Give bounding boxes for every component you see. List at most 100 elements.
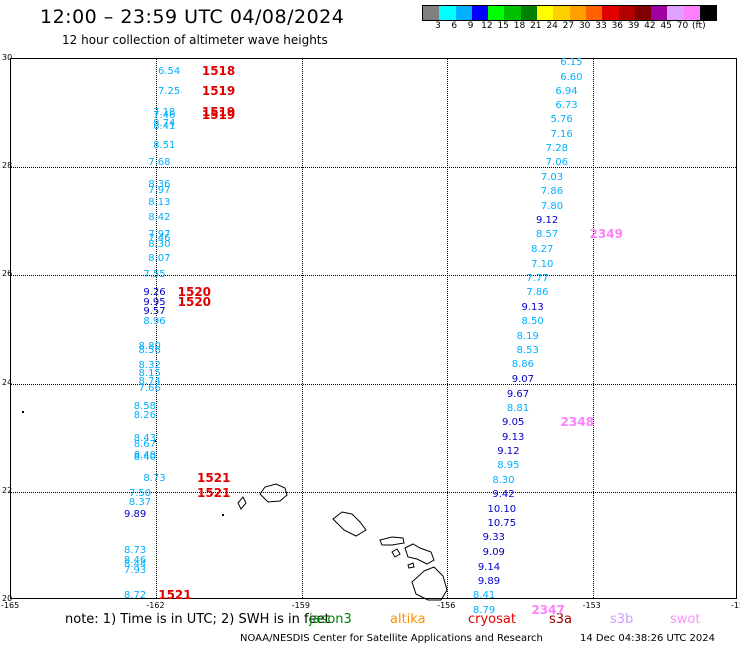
wave-height-value: 8.46 [124,555,147,567]
kahoolawe-island [407,562,415,569]
latitude-gridline [11,275,736,277]
legend-label: 15 [497,21,509,31]
wave-height-value: 8.74 [138,375,161,387]
pass-time-label: 1520 [177,285,212,300]
wave-height-value: 9.26 [143,287,166,299]
legend-swatch [553,6,570,20]
wave-height-value: 9.33 [482,532,505,544]
legend-swatch [700,6,717,20]
wave-height-value: 8.80 [138,341,161,353]
wave-height-value: 8.81 [506,402,530,414]
legend-label: (ft) [692,21,706,31]
pass-time-label: 2347 [531,602,565,617]
pass-time-label: 1519 [201,108,236,123]
wave-height-value: 10.10 [487,503,517,515]
map-subtitle: 12 hour collection of altimeter wave hei… [62,33,328,47]
footer-timestamp: 14 Dec 04:38:26 UTC 2024 [580,633,715,644]
legend-swatch [504,6,521,20]
wave-height-value: 8.40 [133,452,156,464]
latitude-gridline [11,491,736,493]
wave-height-value: 7.68 [148,157,171,169]
wave-height-value: 8.58 [133,400,156,412]
longitude-label: -156 [437,601,456,610]
latitude-label: 22 [2,485,13,495]
legend-label: 3 [435,21,441,31]
wave-height-value: 8.95 [497,460,520,472]
legend-label: 36 [611,21,624,31]
wave-height-value: 9.67 [506,388,530,400]
note-satellite-s3b: s3b [610,612,634,627]
wave-height-value: 8.32 [138,360,161,372]
legend-label: 24 [546,21,558,31]
legend-label: 39 [627,21,640,31]
pass-time-label: 1519 [201,105,236,120]
wave-height-value: 8.67 [133,438,156,450]
longitude-label: -165 [1,601,20,610]
legend-label: 9 [467,21,474,31]
kauai-island [259,483,288,503]
legend-label: 6 [451,21,458,31]
molokai-island [379,536,405,546]
wave-height-value: 7.28 [545,142,568,154]
latitude-gridline [11,383,736,385]
latitude-label: 24 [2,377,13,387]
wave-height-value: 10.75 [487,518,517,530]
wave-height-value: 8.53 [516,345,539,357]
legend-label: 30 [578,21,591,31]
legend-label: 45 [660,21,672,31]
hawaii-big-island [411,566,448,601]
longitude-gridline [156,59,158,598]
legend-label: 21 [530,21,542,31]
note-satellite-cryosat: cryosat [468,612,516,627]
wave-height-value: 8.41 [153,121,176,133]
wave-height-value: 6.73 [555,99,578,111]
wave-height-value: 8.50 [521,316,544,327]
wave-height-value: 9.09 [482,547,505,558]
pass-time-label: 1520 [177,294,212,309]
wave-height-value: 7.55 [143,269,166,281]
legend-swatch [683,6,701,20]
pass-time-label: 1518 [201,63,236,78]
wave-height-value: 7.86 [526,287,549,299]
pass-time-label: 1521 [197,470,231,485]
latitude-gridline [11,167,736,169]
wave-height-value: 7.97 [148,184,171,196]
wave-height-value: 8.30 [492,475,515,487]
wave-height-value: 8.73 [124,545,147,557]
wave-height-value: 8.43 [133,433,156,445]
wave-height-value: 8.48 [133,449,156,461]
wave-height-value: 9.14 [477,561,501,573]
longitude-gridline [301,59,303,598]
wave-height-value: 8.73 [143,472,166,484]
latitude-label: 20 [2,594,13,603]
pass-time-label: 1521 [158,588,192,603]
longitude-gridline [592,59,594,598]
wave-height-value: 9.42 [492,489,515,501]
wave-height-value: 9.57 [143,306,166,318]
wave-height-value: 9.13 [502,431,525,443]
wave-height-value: 7.03 [540,172,564,184]
pass-time-label: 2349 [589,227,623,242]
wave-height-value: 6.60 [560,72,583,84]
wave-height-value: 8.19 [516,330,539,342]
wave-height-value: 9.07 [511,373,534,385]
note-satellite-jason3: jason3 [309,612,352,627]
note-satellite-altika: altika [390,612,426,627]
map-plot-area [10,58,737,599]
wave-height-value: 9.95 [143,296,166,308]
wave-height-value: 8.57 [535,229,559,241]
wave-height-value: 8.37 [128,496,152,508]
wave-height-value: 6.94 [555,85,578,97]
wave-height-value: 8.86 [511,359,534,371]
wave-height-value: 9.12 [497,445,520,457]
wave-height-value: 8.74 [153,118,176,129]
map-title: 12:00 – 23:59 UTC 04/08/2024 [40,6,345,28]
small-island-dot [154,440,156,442]
pass-time-label: 2348 [560,415,594,430]
longitude-label: -162 [146,601,165,610]
wave-height-value: 7.50 [128,487,152,499]
wave-height-value: 7.16 [550,128,573,140]
legend-swatch [488,6,505,20]
legend-swatch [634,6,652,20]
